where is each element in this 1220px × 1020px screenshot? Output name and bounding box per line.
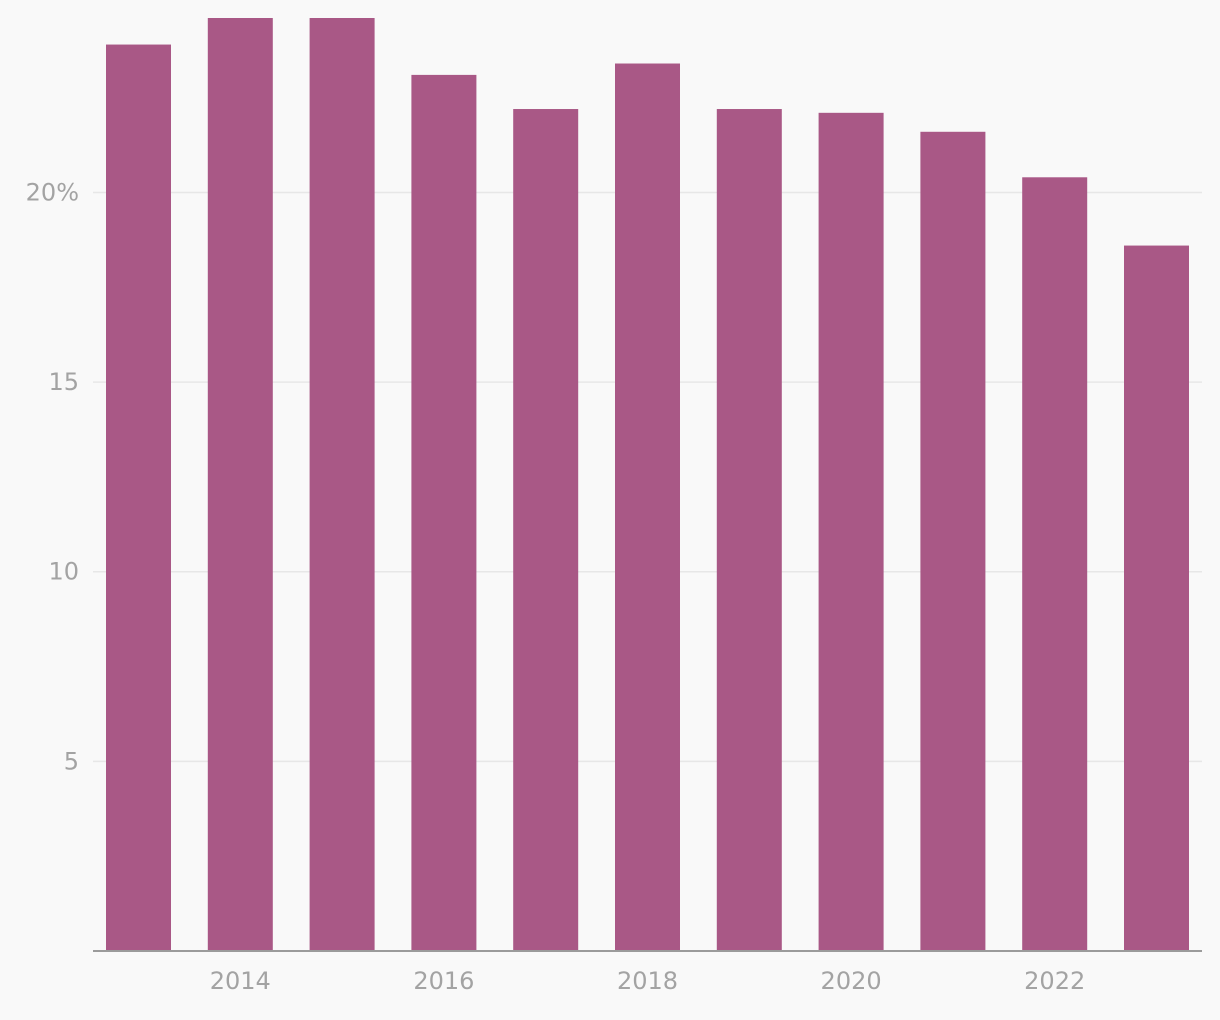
- x-tick-label: 2018: [617, 967, 678, 995]
- x-tick-label: 2014: [210, 967, 271, 995]
- bar-2023: [1124, 245, 1189, 951]
- x-tick-label: 2016: [413, 967, 474, 995]
- bar-2019: [716, 109, 782, 951]
- bar-2018: [615, 63, 680, 951]
- bar-2022: [1022, 177, 1088, 952]
- y-tick-label: 5: [64, 747, 79, 775]
- bars: [106, 18, 1189, 952]
- bar-2016: [411, 74, 477, 951]
- bar-2014: [207, 18, 273, 951]
- bar-2021: [920, 131, 986, 951]
- y-tick-label: 15: [48, 368, 79, 396]
- bar-2013: [106, 44, 171, 952]
- axes: 5 10 15 20% 2014 2016 2018 2020 2022: [26, 178, 1202, 995]
- y-tick-label: 20%: [26, 178, 79, 206]
- x-tick-label: 2022: [1024, 967, 1085, 995]
- bar-2017: [513, 109, 579, 951]
- x-tick-label: 2020: [821, 967, 882, 995]
- y-tick-label: 10: [48, 558, 79, 586]
- bar-2020: [818, 112, 884, 951]
- bar-2015: [309, 18, 375, 951]
